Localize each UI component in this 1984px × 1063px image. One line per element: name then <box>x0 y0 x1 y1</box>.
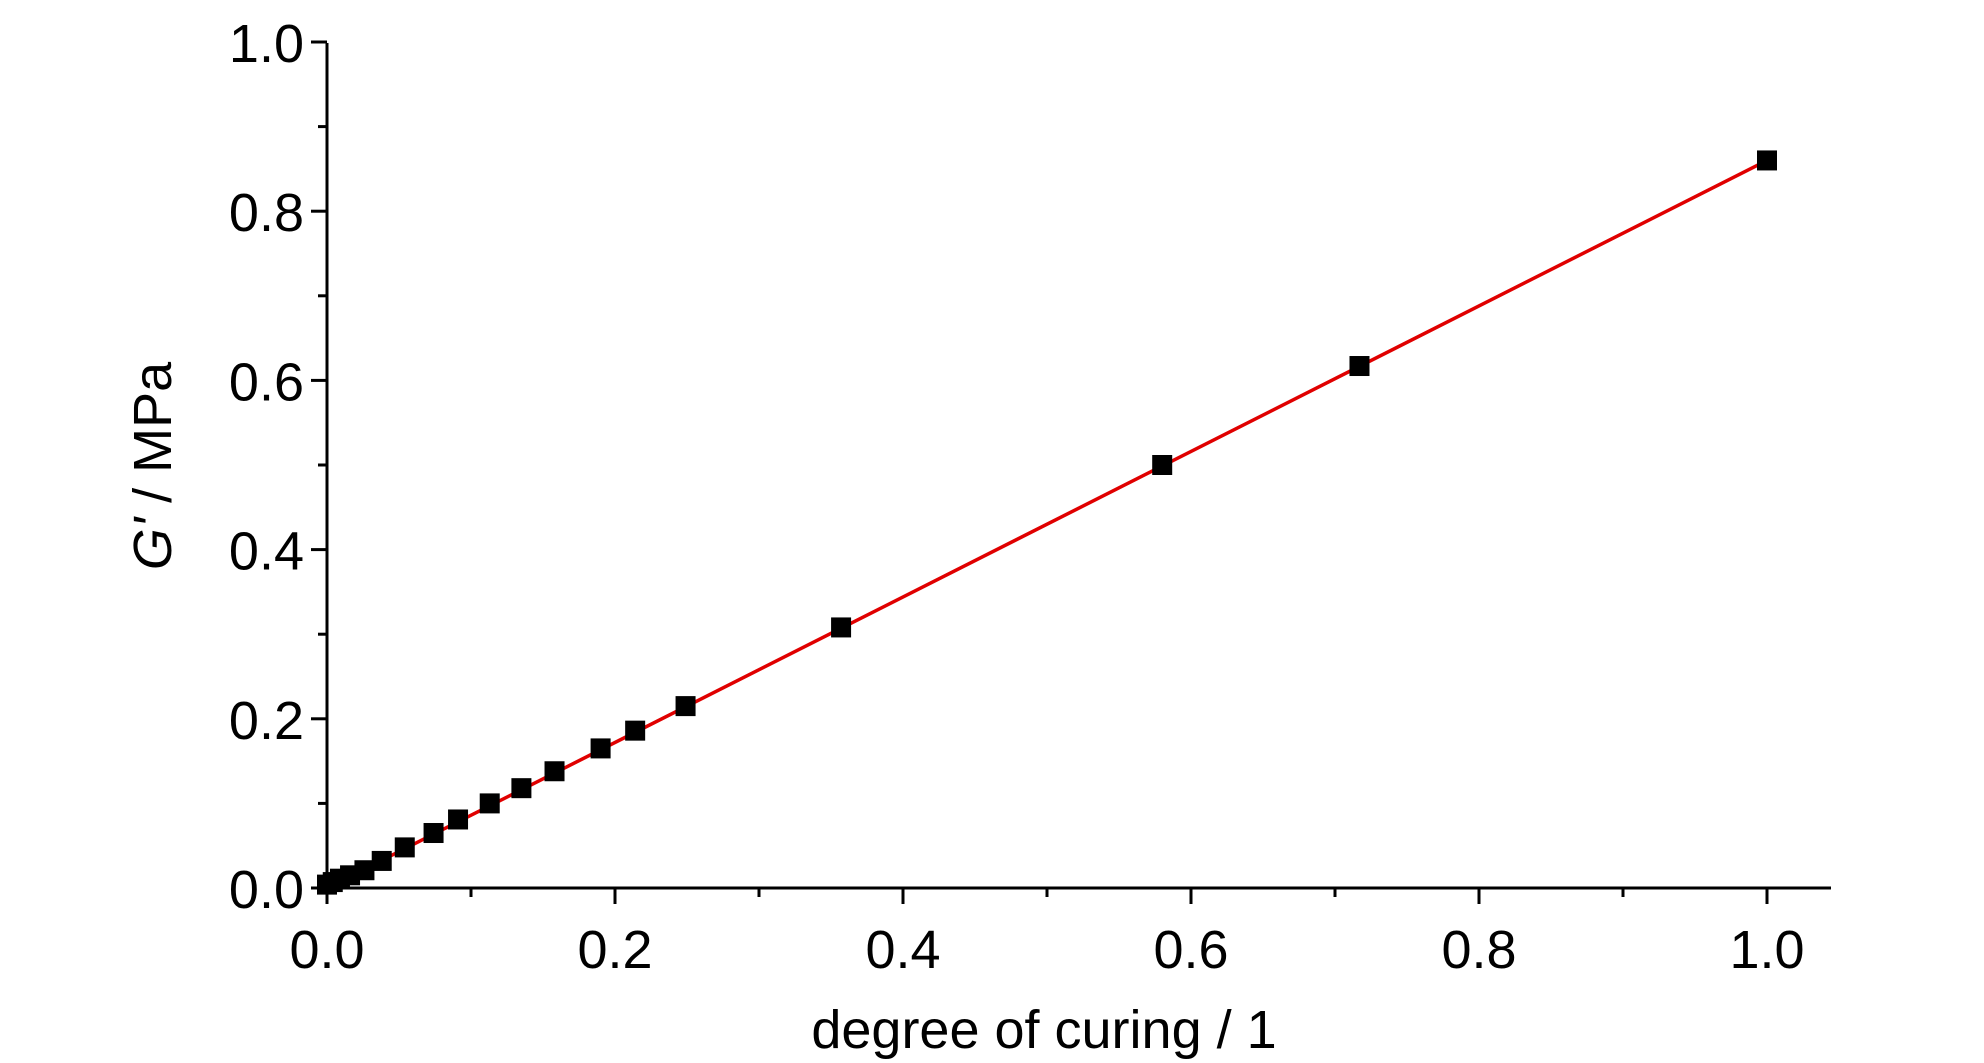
ticks <box>311 40 1769 904</box>
data-point <box>371 850 392 871</box>
data-point <box>544 761 565 782</box>
data-point <box>831 617 852 638</box>
fit-line-group <box>326 158 1768 890</box>
y-tick-label: 0.4 <box>229 522 304 582</box>
data-point <box>511 778 532 799</box>
y-tick-label: 1.0 <box>229 14 304 74</box>
data-point <box>590 738 611 759</box>
y-tick-label: 0.2 <box>229 691 304 751</box>
tick-labels: 0.0 0.2 0.4 0.6 0.8 1.0 0.0 0.2 0.4 0.6 0.8 1.0 <box>229 14 1805 980</box>
data-point <box>448 809 469 830</box>
y-tick-label: 0.8 <box>229 183 304 243</box>
x-tick-label: 0.6 <box>1153 920 1228 980</box>
data-point <box>479 793 500 814</box>
y-axis-title-unit: / MPa <box>123 361 183 518</box>
fit-line <box>326 158 1768 890</box>
data-point <box>1152 455 1173 475</box>
x-tick-label: 0.4 <box>865 920 940 980</box>
data-point <box>423 823 444 844</box>
data-point <box>1757 150 1777 171</box>
data-points <box>317 150 1777 895</box>
y-axis-title-symbol: G' <box>123 516 183 570</box>
x-tick-label: 0.0 <box>289 920 364 980</box>
x-axis-title: degree of curing / 1 <box>811 1000 1276 1060</box>
data-point <box>1349 356 1370 377</box>
x-tick-label: 0.8 <box>1441 920 1516 980</box>
data-point <box>675 696 696 717</box>
data-point <box>625 720 646 741</box>
data-point <box>394 837 415 858</box>
y-axis-title: G' / MPa <box>123 361 183 570</box>
y-tick-label: 0.0 <box>229 860 304 920</box>
y-tick-label: 0.6 <box>229 352 304 412</box>
x-tick-label: 1.0 <box>1729 920 1804 980</box>
x-tick-label: 0.2 <box>577 920 652 980</box>
data-point <box>354 860 375 881</box>
